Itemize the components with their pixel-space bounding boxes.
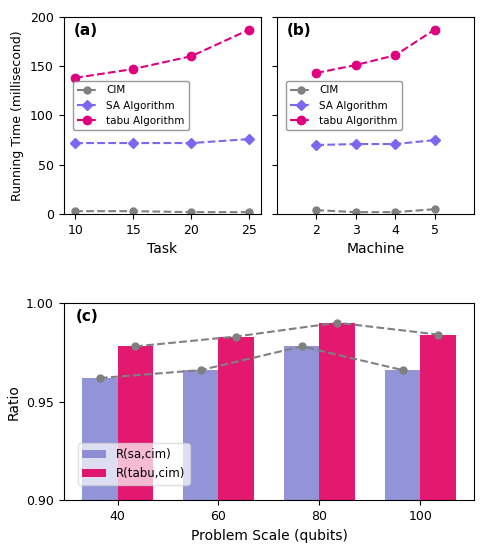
SA Algorithm: [246, 136, 252, 142]
tabu Algorithm: [391, 52, 397, 58]
Bar: [420, 335, 455, 556]
tabu Algorithm: [188, 53, 194, 59]
Bar: [117, 346, 153, 556]
Y-axis label: Running Time (millisecond): Running Time (millisecond): [11, 30, 24, 201]
SA Algorithm: [431, 137, 437, 143]
tabu Algorithm: [313, 70, 319, 76]
CIM: [246, 209, 252, 216]
Bar: [384, 370, 420, 556]
tabu Algorithm: [431, 26, 437, 33]
Text: (a): (a): [73, 23, 98, 38]
SA Algorithm: [130, 140, 136, 146]
SA Algorithm: [352, 141, 358, 147]
CIM: [391, 209, 397, 216]
CIM: [431, 206, 437, 212]
Text: (b): (b): [286, 23, 311, 38]
Text: (c): (c): [76, 309, 99, 324]
SA Algorithm: [391, 141, 397, 147]
Legend: CIM, SA Algorithm, tabu Algorithm: CIM, SA Algorithm, tabu Algorithm: [73, 81, 188, 130]
Line: SA Algorithm: SA Algorithm: [312, 137, 437, 148]
Y-axis label: Ratio: Ratio: [6, 384, 20, 420]
CIM: [130, 208, 136, 215]
CIM: [313, 207, 319, 214]
CIM: [188, 209, 194, 216]
Bar: [183, 370, 218, 556]
X-axis label: Task: Task: [147, 242, 177, 256]
tabu Algorithm: [72, 75, 78, 81]
Legend: CIM, SA Algorithm, tabu Algorithm: CIM, SA Algorithm, tabu Algorithm: [285, 81, 401, 130]
X-axis label: Problem Scale (qubits): Problem Scale (qubits): [190, 529, 346, 543]
SA Algorithm: [313, 142, 319, 148]
X-axis label: Machine: Machine: [346, 242, 404, 256]
Line: tabu Algorithm: tabu Algorithm: [311, 26, 438, 77]
CIM: [72, 208, 78, 215]
Bar: [319, 322, 354, 556]
Line: SA Algorithm: SA Algorithm: [72, 136, 252, 147]
tabu Algorithm: [130, 66, 136, 72]
Line: CIM: CIM: [72, 208, 252, 216]
SA Algorithm: [188, 140, 194, 146]
Legend: R(sa,cim), R(tabu,cim): R(sa,cim), R(tabu,cim): [78, 443, 189, 485]
CIM: [352, 209, 358, 216]
Bar: [82, 378, 117, 556]
tabu Algorithm: [352, 62, 358, 68]
Bar: [284, 346, 319, 556]
SA Algorithm: [72, 140, 78, 146]
Line: tabu Algorithm: tabu Algorithm: [71, 26, 253, 82]
Bar: [218, 336, 253, 556]
Line: CIM: CIM: [312, 206, 437, 216]
tabu Algorithm: [246, 26, 252, 33]
